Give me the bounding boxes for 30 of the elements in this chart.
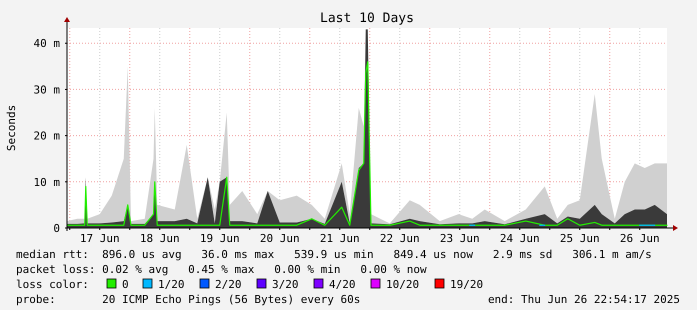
- text: end: Thu Jun 26 22:54:17 2025: [488, 293, 680, 306]
- text: packet loss: 0.02 % avg 0.45 % max 0.00 % min 0.00 % now: [16, 263, 427, 276]
- y-tick-label: 30 m: [34, 83, 60, 96]
- x-tick-label: 18 Jun: [140, 232, 180, 245]
- legend-label: 2/20: [215, 278, 242, 291]
- legend-label: 3/20: [272, 278, 298, 291]
- y-axis-title: Seconds: [5, 104, 18, 152]
- x-tick-label: 19 Jun: [200, 232, 240, 245]
- legend-label: 4/20: [329, 278, 356, 291]
- legend-label: 1/20: [158, 278, 184, 291]
- x-tick-label: 21 Jun: [320, 232, 360, 245]
- y-tick-label: 0: [53, 222, 60, 235]
- chart-title: Last 10 Days: [320, 11, 414, 26]
- y-tick-label: 40 m: [34, 37, 60, 50]
- x-tick-label: 26 Jun: [620, 232, 660, 245]
- x-tick-label: 20 Jun: [260, 232, 300, 245]
- x-tick-label: 23 Jun: [440, 232, 480, 245]
- y-tick-label: 20 m: [34, 130, 60, 143]
- x-tick-label: 22 Jun: [380, 232, 420, 245]
- text: probe: 20 ICMP Echo Pings (56 Bytes) every 60s: [16, 293, 360, 306]
- x-tick-label: 25 Jun: [560, 232, 600, 245]
- x-tick-label: 17 Jun: [80, 232, 120, 245]
- line-series: [66, 61, 668, 226]
- legend-title: loss color:: [16, 278, 89, 291]
- text: median rtt: 896.0 us avg 36.0 ms max 539.9 us min 849.4 us now 2.9 ms sd 306.1 m am/s: [16, 248, 652, 261]
- x-tick-label: 24 Jun: [500, 232, 540, 245]
- legend-label: 10/20: [386, 278, 420, 291]
- y-tick-label: 10 m: [34, 176, 60, 189]
- legend-label: 19/20: [450, 278, 484, 291]
- legend-label: 0: [122, 278, 129, 291]
